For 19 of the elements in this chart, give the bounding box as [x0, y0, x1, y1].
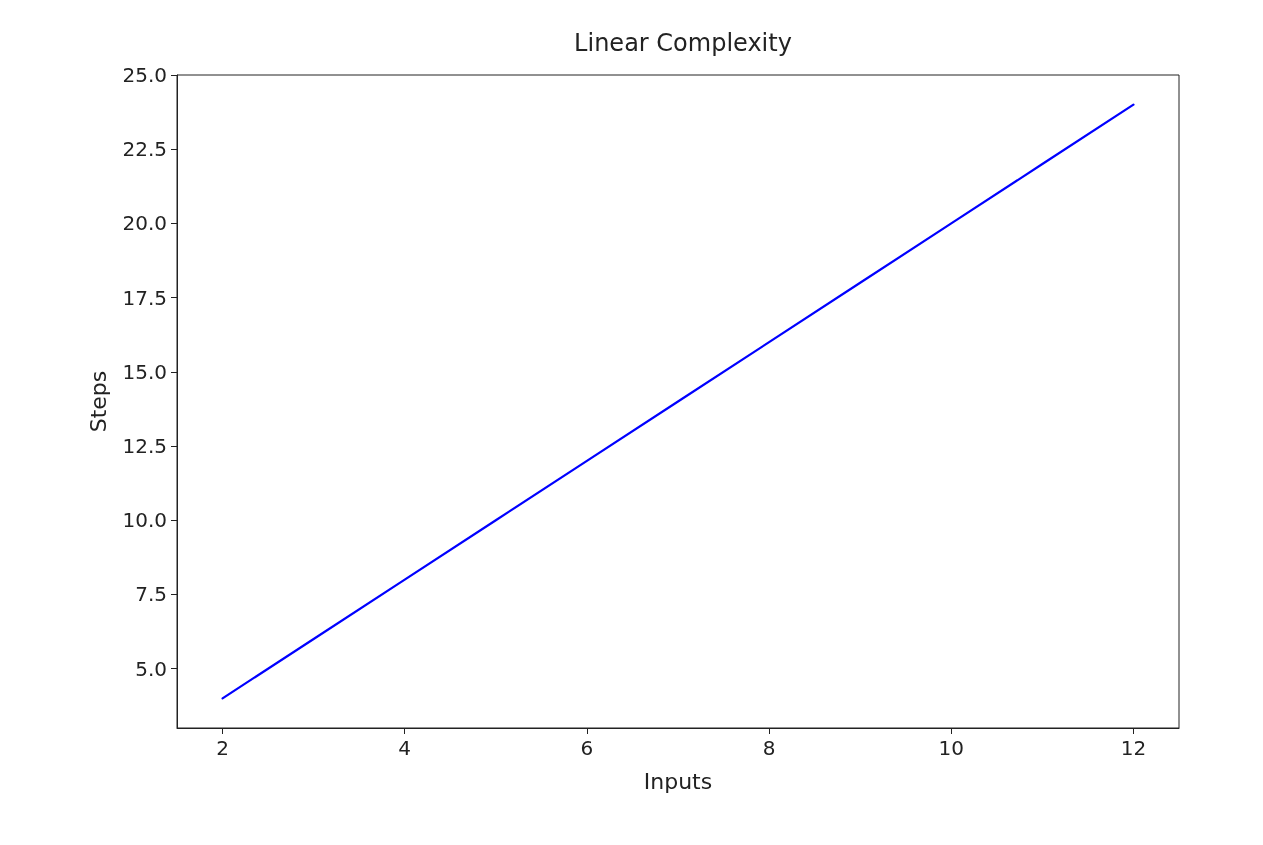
y-tick-label: 5.0 [135, 656, 167, 681]
chart-title: Linear Complexity [574, 29, 792, 57]
x-axis-title: Inputs [643, 768, 713, 794]
y-tick-label: 7.5 [135, 582, 167, 607]
y-axis-title: Steps [85, 370, 111, 433]
y-tick-label: 25.0 [122, 63, 167, 87]
y-tick-label: 15.0 [122, 359, 167, 384]
x-tick-label: 2 [216, 736, 229, 760]
y-tick-label: 10.0 [122, 508, 167, 533]
y-tick-label: 17.5 [122, 285, 167, 310]
y-tick-label: 12.5 [122, 434, 167, 459]
x-tick-label: 8 [762, 736, 776, 760]
x-tick-label: 12 [1120, 736, 1147, 760]
y-tick-label: 22.5 [122, 137, 167, 162]
x-tick-label: 6 [580, 736, 594, 760]
line-series [221, 103, 1135, 700]
y-tick-label: 20.0 [122, 211, 167, 236]
x-tick-label: 10 [938, 736, 964, 760]
x-tick-label: 4 [398, 736, 412, 760]
